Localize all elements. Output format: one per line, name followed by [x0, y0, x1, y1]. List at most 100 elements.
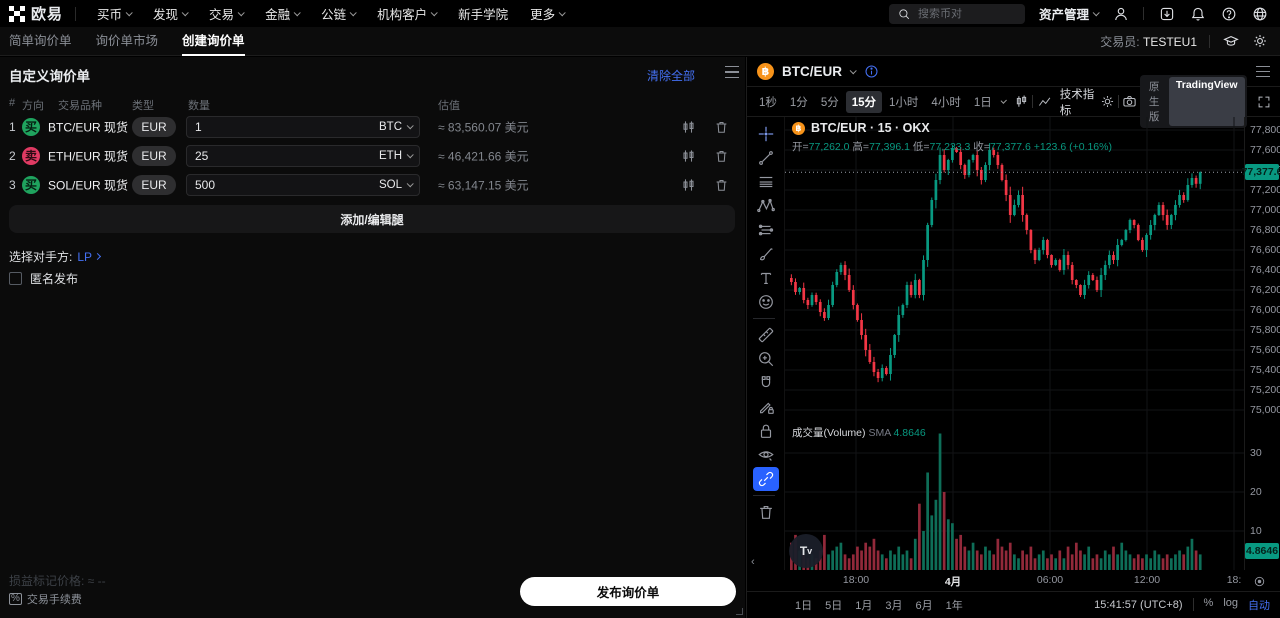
view-chart-icon[interactable] [680, 118, 697, 135]
version-tradingview[interactable]: TradingView [1168, 77, 1245, 126]
tab-2[interactable]: 询价单市场 [95, 33, 159, 48]
tab-3[interactable]: 创建询价单 [182, 27, 245, 56]
timeframe-1小时[interactable]: 1小时 [889, 96, 919, 109]
fullscreen-icon[interactable] [1257, 93, 1271, 110]
lock-tool-icon[interactable] [753, 419, 779, 443]
trash-tool-icon[interactable] [753, 500, 779, 524]
info-icon[interactable] [863, 63, 880, 80]
education-cap-icon[interactable] [1222, 33, 1239, 50]
scale-自动[interactable]: 自动 [1248, 599, 1270, 612]
range-5日[interactable]: 5日 [825, 599, 843, 612]
timeframe-1秒[interactable]: 1秒 [759, 96, 777, 109]
anonymous-checkbox[interactable] [9, 272, 22, 285]
magnet-tool-icon[interactable] [753, 371, 779, 395]
trend-line-tool-icon[interactable] [753, 146, 779, 170]
okx-logo[interactable]: 欧易 [0, 3, 63, 24]
trading-fee-row[interactable]: % 交易手续费 [9, 593, 82, 606]
delete-leg-icon[interactable] [713, 118, 730, 135]
unit-select[interactable]: BTC [379, 121, 419, 133]
unit-select[interactable]: SOL [379, 179, 419, 191]
pair-selector[interactable]: BTC/EUR 现货 [48, 118, 141, 135]
price-axis[interactable]: 77,800.077,600.077,400.077,200.077,000.0… [1242, 117, 1280, 570]
delete-leg-icon[interactable] [713, 147, 730, 164]
pair-selector[interactable]: ETH/EUR 现货 [48, 147, 141, 164]
timeframe-more-chevron[interactable] [1000, 97, 1007, 105]
range-1日[interactable]: 1日 [795, 599, 813, 612]
chart-settings-gear-icon[interactable] [1100, 93, 1115, 110]
nav-item-7[interactable]: 新手学院 [447, 0, 519, 27]
chart-plot-area[interactable]: ฿ BTC/EUR · 15 · OKX 开=77,262.0 高=77,396… [785, 117, 1244, 570]
timeframe-15分[interactable]: 15分 [845, 90, 883, 113]
link-tool-icon[interactable] [752, 467, 779, 491]
asset-management-menu[interactable]: 资产管理 [1039, 4, 1100, 23]
range-1月[interactable]: 1月 [855, 599, 873, 612]
resize-corner[interactable] [736, 608, 743, 615]
eye-tool-icon[interactable] [753, 443, 779, 467]
target-icon[interactable] [1251, 573, 1268, 590]
nav-item-2[interactable]: 发现 [142, 0, 198, 27]
chart-menu-icon[interactable] [1256, 65, 1270, 78]
chart-clock[interactable]: 15:41:57 (UTC+8) [1094, 598, 1183, 611]
timeframe-5分[interactable]: 5分 [820, 96, 839, 109]
crosshair-tool-icon[interactable] [753, 122, 779, 146]
panel-menu-icon[interactable] [725, 66, 739, 78]
add-edit-leg-button[interactable]: 添加/编辑腿 [9, 205, 735, 233]
emoji-tool-icon[interactable] [753, 290, 779, 314]
timeframe-1分[interactable]: 1分 [789, 96, 808, 109]
notifications-bell-icon[interactable] [1189, 5, 1206, 22]
pair-selector[interactable]: BTC/EUR [782, 64, 842, 79]
brush-tool-icon[interactable] [753, 242, 779, 266]
scale-%[interactable]: % [1203, 596, 1214, 609]
version-native[interactable]: 原生版 [1148, 81, 1160, 123]
amount-input[interactable] [187, 177, 379, 192]
search-box[interactable] [888, 3, 1025, 24]
nav-item-8[interactable]: 更多 [519, 0, 575, 27]
publish-rfq-button[interactable]: 发布询价单 [520, 577, 736, 606]
clear-all-link[interactable]: 清除全部 [646, 69, 695, 83]
chevron-down-icon [406, 151, 414, 159]
timeframe-1日[interactable]: 1日 [973, 96, 992, 109]
candle-style-icon[interactable] [1014, 93, 1029, 110]
delete-leg-icon[interactable] [713, 176, 730, 193]
timeframe-4小时[interactable]: 4小时 [931, 96, 961, 109]
fib-retracement-tool-icon[interactable] [753, 170, 779, 194]
currency-pill[interactable]: EUR [132, 174, 176, 195]
zoom-in-tool-icon[interactable] [753, 347, 779, 371]
xabcd-pattern-tool-icon[interactable] [753, 194, 779, 218]
time-axis[interactable]: 18:00 4月 06:00 12:00 18: [747, 570, 1280, 592]
unit-select[interactable]: ETH [379, 150, 419, 162]
view-chart-icon[interactable] [680, 176, 697, 193]
amount-input[interactable] [187, 119, 379, 134]
range-1年[interactable]: 1年 [945, 599, 963, 612]
currency-pill[interactable]: EUR [132, 145, 176, 166]
range-6月[interactable]: 6月 [915, 599, 933, 612]
nav-item-6[interactable]: 机构客户 [366, 0, 447, 27]
elliott-pattern-tool-icon[interactable] [753, 218, 779, 242]
range-3月[interactable]: 3月 [885, 599, 903, 612]
nav-item-3[interactable]: 交易 [198, 0, 254, 27]
nav-item-4[interactable]: 金融 [254, 0, 310, 27]
camera-snapshot-icon[interactable] [1122, 93, 1137, 110]
price-tick: 77,800.0 [1250, 124, 1280, 136]
language-globe-icon[interactable] [1251, 5, 1268, 22]
settings-gear-icon[interactable] [1251, 33, 1268, 50]
help-icon[interactable] [1220, 5, 1237, 22]
tab-1[interactable]: 简单询价单 [9, 33, 72, 48]
nav-item-1[interactable]: 买币 [86, 0, 142, 27]
ruler-tool-icon[interactable] [753, 323, 779, 347]
text-tool-icon[interactable] [753, 266, 779, 290]
scale-log[interactable]: log [1223, 596, 1238, 609]
toolbar-collapse-icon[interactable]: ‹ [751, 556, 755, 568]
download-app-icon[interactable] [1158, 5, 1175, 22]
nav-item-5[interactable]: 公链 [310, 0, 366, 27]
search-input[interactable] [917, 7, 1018, 20]
indicators-button[interactable]: 技术指标 [1035, 86, 1095, 118]
amount-input[interactable] [187, 148, 379, 163]
pair-selector[interactable]: SOL/EUR 现货 [48, 176, 141, 193]
view-chart-icon[interactable] [680, 147, 697, 164]
counterparty-select[interactable]: LP [77, 250, 102, 264]
edit-lock-tool-icon[interactable] [753, 395, 779, 419]
profile-icon[interactable] [1112, 5, 1129, 22]
currency-pill[interactable]: EUR [132, 116, 176, 137]
